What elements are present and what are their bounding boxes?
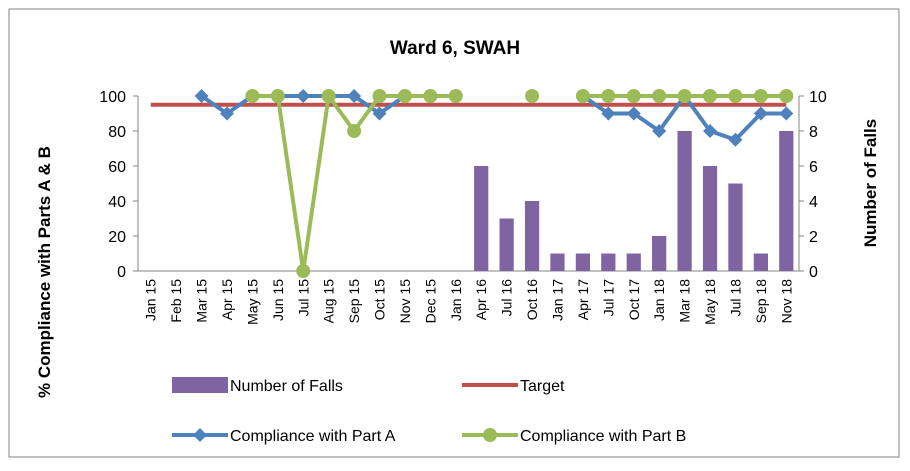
y-axis-title: % Compliance with Parts A & B	[35, 146, 54, 398]
x-tick-label: Nov 18	[778, 279, 794, 324]
x-tick-label: Oct 15	[372, 279, 388, 320]
x-tick-label: Jan 17	[549, 279, 565, 321]
y2-tick-label: 4	[809, 194, 818, 211]
x-tick-label: Mar 18	[677, 279, 693, 323]
y2-tick-label: 0	[809, 264, 818, 281]
x-tick-label: Dec 15	[422, 279, 438, 324]
marker	[296, 264, 311, 278]
marker	[601, 106, 616, 121]
bar	[524, 201, 540, 271]
marker	[626, 106, 641, 121]
marker	[652, 89, 667, 103]
marker	[753, 106, 768, 121]
marker	[626, 89, 641, 103]
bar	[652, 236, 667, 271]
y2-tick-label: 2	[809, 229, 818, 246]
y-tick-label: 20	[108, 229, 126, 246]
y-tick-label: 60	[108, 159, 126, 176]
marker	[372, 106, 387, 121]
y-tick-label: 40	[108, 194, 126, 211]
marker	[753, 89, 768, 103]
x-tick-label: Mar 15	[194, 279, 210, 323]
marker	[448, 89, 463, 103]
y-tick-label: 0	[117, 264, 126, 281]
bar	[728, 183, 743, 271]
marker	[728, 89, 743, 103]
marker	[703, 89, 718, 103]
x-tick-label: May 15	[244, 279, 260, 325]
bar	[550, 253, 565, 271]
marker	[347, 89, 362, 103]
x-tick-label: Jun 15	[270, 279, 286, 321]
bar	[753, 253, 768, 271]
marker	[296, 89, 311, 103]
marker	[677, 89, 692, 103]
legend-label: Compliance with Part A	[230, 428, 396, 445]
y2-tick-label: 10	[809, 89, 827, 106]
chart-title: Ward 6, SWAH	[390, 38, 520, 59]
x-tick-label: Jan 16	[448, 279, 464, 321]
bar	[626, 253, 641, 271]
x-tick-label: Jan 15	[143, 279, 159, 321]
legend-label: Compliance with Part B	[520, 428, 686, 445]
x-tick-label: Feb 15	[168, 279, 184, 323]
x-tick-label: Jul 17	[600, 279, 616, 317]
marker	[703, 124, 718, 138]
bar	[702, 166, 718, 271]
y2-tick-label: 8	[809, 124, 818, 141]
marker	[601, 89, 616, 103]
x-tick-label: Apr 16	[473, 279, 489, 320]
marker	[728, 132, 743, 147]
marker	[423, 89, 438, 103]
legend-swatch	[172, 377, 228, 393]
marker	[779, 89, 794, 103]
x-tick-label: Oct 16	[524, 279, 540, 320]
marker	[397, 89, 412, 103]
x-tick-label: Jul 15	[295, 279, 311, 317]
marker	[219, 106, 234, 121]
marker	[372, 89, 387, 103]
marker	[347, 124, 362, 138]
x-tick-label: Apr 17	[575, 279, 591, 320]
x-tick-label: Oct 17	[626, 279, 642, 320]
legend-marker	[193, 428, 207, 442]
bar	[474, 166, 489, 271]
marker	[194, 89, 209, 103]
legend-label: Number of Falls	[230, 378, 343, 395]
bar	[779, 131, 794, 271]
marker	[245, 89, 260, 103]
bar	[601, 253, 616, 271]
y2-tick-label: 6	[809, 159, 818, 176]
marker	[652, 124, 667, 138]
y-tick-label: 100	[99, 89, 126, 106]
marker	[270, 89, 285, 103]
marker	[525, 89, 540, 103]
legend-marker	[483, 428, 497, 442]
marker	[779, 106, 794, 121]
x-tick-label: Jul 18	[727, 279, 743, 317]
bar	[499, 218, 514, 271]
x-tick-label: Sep 18	[753, 279, 769, 324]
chart-border	[8, 8, 900, 458]
bar	[677, 131, 692, 271]
x-tick-label: Apr 15	[219, 279, 235, 320]
y-tick-label: 80	[108, 124, 126, 141]
x-tick-label: Jan 18	[651, 279, 667, 321]
x-tick-label: Jul 16	[499, 279, 515, 317]
y2-axis-title: Number of Falls	[861, 119, 880, 247]
x-tick-label: Nov 15	[397, 279, 413, 324]
x-tick-label: May 18	[702, 279, 718, 325]
x-tick-label: Aug 15	[321, 279, 337, 324]
marker	[575, 89, 590, 103]
bar	[575, 253, 591, 271]
legend-label: Target	[520, 378, 565, 395]
marker	[321, 89, 336, 103]
x-tick-label: Sep 15	[346, 279, 362, 324]
